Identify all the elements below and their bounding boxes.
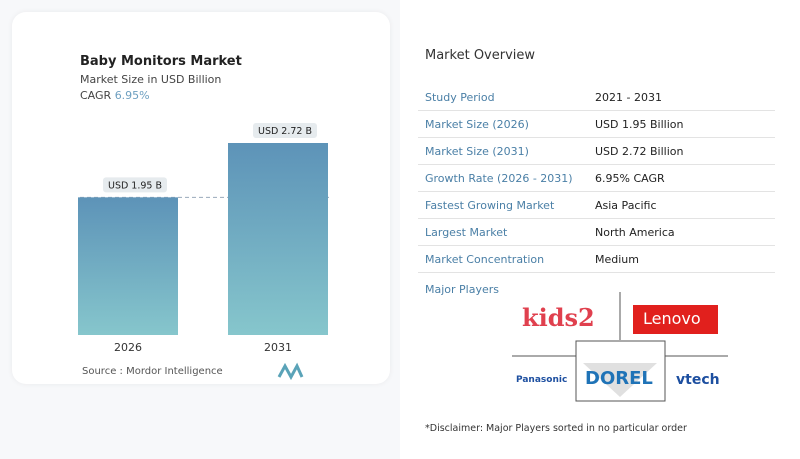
overview-row: Largest Market North America: [418, 219, 775, 246]
overview-title: Market Overview: [425, 48, 536, 63]
row-label: Study Period: [425, 91, 495, 104]
chart-subtitle: Market Size in USD Billion: [80, 73, 222, 86]
row-label: Market Size (2031): [425, 145, 529, 158]
overview-row: Fastest Growing Market Asia Pacific: [418, 192, 775, 219]
row-value: USD 2.72 Billion: [595, 145, 684, 158]
overview-row: Market Concentration Medium: [418, 246, 775, 273]
row-value: USD 1.95 Billion: [595, 118, 684, 131]
x-tick-label: 2031: [264, 341, 292, 354]
data-label: USD 2.72 B: [258, 126, 312, 137]
data-label: USD 1.95 B: [108, 180, 162, 191]
row-label: Market Concentration: [425, 253, 545, 266]
overview-row: Growth Rate (2026 - 2031) 6.95% CAGR: [418, 165, 775, 192]
lenovo-logo-bg: [633, 305, 718, 334]
cagr-label: CAGR: [80, 89, 112, 102]
overview-row: Market Size (2031) USD 2.72 Billion: [418, 138, 775, 165]
x-tick-label: 2026: [114, 341, 142, 354]
lenovo-logo: Lenovo: [643, 309, 701, 328]
panasonic-logo: Panasonic: [516, 375, 568, 385]
major-players-label: Major Players: [425, 283, 499, 296]
disclaimer: *Disclaimer: Major Players sorted in no …: [425, 423, 687, 434]
row-value: 2021 - 2031: [595, 91, 662, 104]
cagr-value: 6.95%: [114, 89, 150, 102]
row-value: 6.95% CAGR: [595, 172, 665, 185]
row-label: Market Size (2026): [425, 118, 529, 131]
data-label-bg: [253, 123, 317, 138]
data-label-bg: [103, 177, 167, 193]
row-value: Medium: [595, 253, 639, 266]
overview-row: Study Period 2021 - 2031: [418, 84, 775, 111]
vtech-logo: vtech: [676, 372, 720, 388]
cagr: CAGR 6.95%: [80, 89, 150, 102]
row-value: Asia Pacific: [595, 199, 657, 212]
bar-2031: [228, 143, 328, 335]
kids2-logo: kids2: [522, 303, 595, 332]
row-label: Largest Market: [425, 226, 508, 239]
source: Source : Mordor Intelligence: [82, 366, 223, 377]
overview-row: Market Size (2026) USD 1.95 Billion: [418, 111, 775, 138]
row-label: Growth Rate (2026 - 2031): [425, 172, 573, 185]
dorel-logo: DOREL: [585, 368, 653, 389]
chart-title: Baby Monitors Market: [80, 54, 242, 69]
bar-2026: [78, 197, 178, 335]
row-label: Fastest Growing Market: [425, 199, 555, 212]
row-value: North America: [595, 226, 675, 239]
